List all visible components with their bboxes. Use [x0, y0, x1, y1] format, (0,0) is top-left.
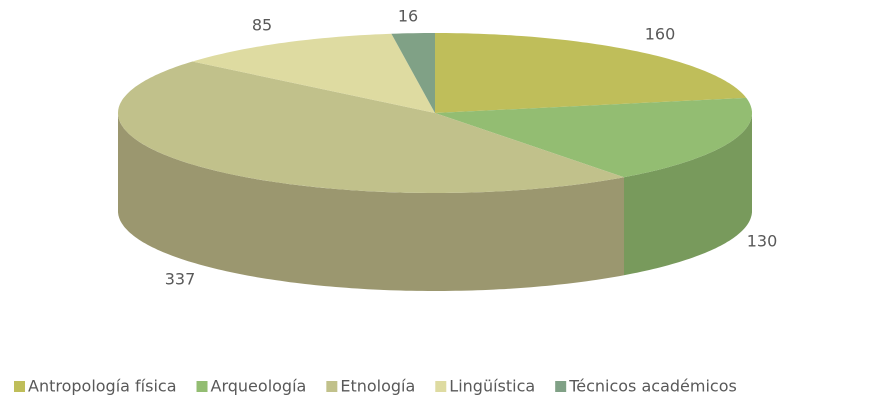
data-label: 85 — [252, 16, 272, 35]
pie-side — [118, 113, 624, 291]
pie-slice — [118, 61, 624, 193]
legend-label: Lingüística — [449, 377, 535, 396]
legend-label: Arqueología — [211, 377, 307, 396]
legend-swatch — [555, 381, 567, 392]
legend-label: Antropología física — [28, 377, 177, 396]
legend-label: Etnología — [340, 377, 415, 396]
pie-slice — [391, 33, 435, 113]
legend-swatch — [196, 381, 208, 392]
legend-label: Técnicos académicos — [568, 377, 737, 396]
legend-swatch — [326, 381, 338, 392]
data-label: 16 — [398, 7, 418, 26]
legend-swatch — [435, 381, 447, 392]
data-label: 160 — [645, 25, 676, 44]
data-label: 337 — [165, 270, 196, 289]
pie-slice — [435, 33, 747, 113]
data-label: 130 — [747, 232, 778, 251]
legend-swatch — [14, 381, 25, 392]
pie-slice — [192, 33, 435, 113]
pie-side — [624, 113, 752, 276]
pie-slice — [435, 97, 752, 178]
